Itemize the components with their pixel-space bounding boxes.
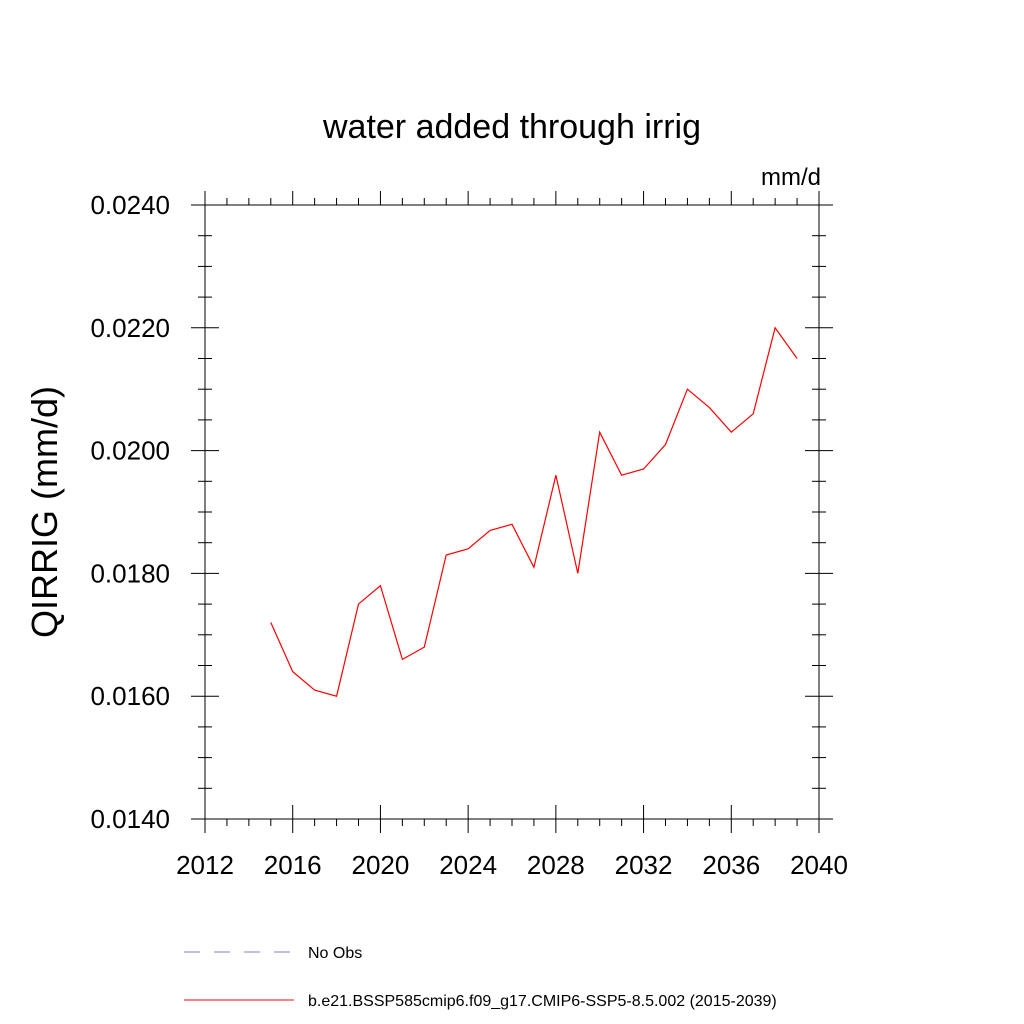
x-tick-label: 2016 — [264, 850, 322, 880]
legend: No Obs b.e21.BSSP585cmip6.f09_g17.CMIP6-S… — [184, 945, 777, 1010]
x-axis-ticks: 2012 2016 2020 2024 2028 2032 2036 2040 — [176, 191, 848, 880]
y-axis-label: QIRRIG (mm/d) — [24, 386, 65, 638]
plot-frame — [204, 204, 820, 820]
y-tick-label: 0.0140 — [90, 804, 170, 834]
x-tick-label: 2020 — [352, 850, 410, 880]
x-tick-label: 2036 — [702, 850, 760, 880]
legend-label: No Obs — [308, 945, 362, 962]
x-tick-label: 2040 — [790, 850, 848, 880]
x-tick-label: 2028 — [527, 850, 585, 880]
y-tick-label: 0.0180 — [90, 558, 170, 588]
y-tick-label: 0.0220 — [90, 313, 170, 343]
y-tick-label: 0.0200 — [90, 436, 170, 466]
chart-title: water added through irrig — [322, 108, 701, 146]
series-line-0 — [270, 326, 798, 697]
x-tick-label: 2032 — [615, 850, 673, 880]
series-layer — [270, 326, 798, 697]
units-label: mm/d — [761, 164, 821, 191]
y-axis-ticks: 0.0140 0.0160 0.0180 0.0200 0.0220 0.0240 — [90, 190, 833, 834]
x-tick-label: 2024 — [439, 850, 497, 880]
y-tick-label: 0.0160 — [90, 681, 170, 711]
x-tick-label: 2012 — [176, 850, 234, 880]
y-tick-label: 0.0240 — [90, 190, 170, 220]
legend-label: b.e21.BSSP585cmip6.f09_g17.CMIP6-SSP5-8.… — [308, 993, 777, 1010]
